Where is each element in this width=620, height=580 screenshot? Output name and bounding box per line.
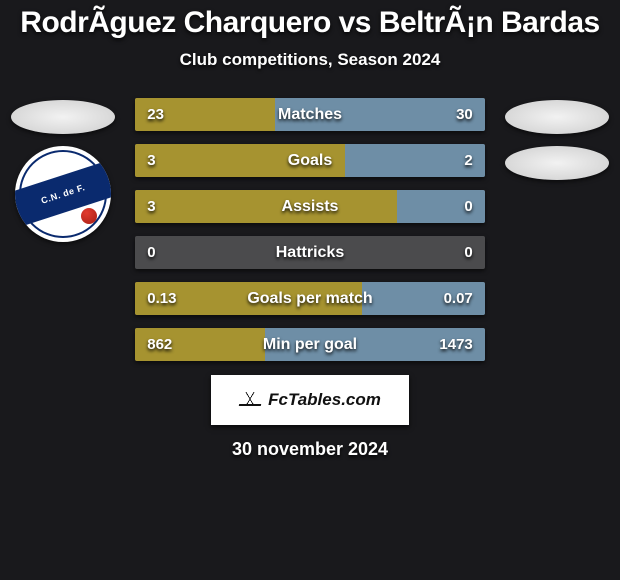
stat-value-right: 0 bbox=[464, 236, 472, 269]
stat-bar: 30Assists bbox=[135, 190, 485, 223]
subtitle: Club competitions, Season 2024 bbox=[0, 50, 620, 70]
stat-value-left: 0 bbox=[147, 236, 155, 269]
player-photo-placeholder-right bbox=[505, 100, 609, 134]
stat-value-left: 3 bbox=[147, 190, 155, 223]
stat-value-right: 30 bbox=[456, 98, 473, 131]
stat-value-right: 1473 bbox=[439, 328, 472, 361]
stat-value-left: 0.13 bbox=[147, 282, 176, 315]
stat-bar: 32Goals bbox=[135, 144, 485, 177]
date-label: 30 november 2024 bbox=[0, 439, 620, 460]
branding-icon bbox=[239, 390, 261, 410]
stat-bar-left-fill bbox=[135, 190, 397, 223]
club-badge-placeholder-right bbox=[505, 146, 609, 180]
branding-text: FcTables.com bbox=[268, 390, 381, 410]
stat-bar-right-fill bbox=[275, 98, 485, 131]
stat-value-left: 23 bbox=[147, 98, 164, 131]
stat-bar: 2330Matches bbox=[135, 98, 485, 131]
stat-bar: 8621473Min per goal bbox=[135, 328, 485, 361]
player-photo-placeholder-left bbox=[11, 100, 115, 134]
stat-value-right: 2 bbox=[464, 144, 472, 177]
branding-badge: FcTables.com bbox=[211, 375, 409, 425]
stat-value-left: 862 bbox=[147, 328, 172, 361]
stat-bar: 0.130.07Goals per match bbox=[135, 282, 485, 315]
stat-value-right: 0.07 bbox=[444, 282, 473, 315]
stats-bars: 2330Matches32Goals30Assists00Hattricks0.… bbox=[135, 98, 485, 361]
stat-bar-left-fill bbox=[135, 144, 345, 177]
stat-value-right: 0 bbox=[464, 190, 472, 223]
left-player-column: C.N. de F. bbox=[8, 98, 117, 242]
stat-bar: 0 0Hattricks bbox=[135, 236, 485, 269]
stat-label: Hattricks bbox=[135, 236, 485, 269]
left-club-badge: C.N. de F. bbox=[15, 146, 111, 242]
right-player-column bbox=[503, 98, 612, 180]
page-title: RodrÃ­guez Charquero vs BeltrÃ¡n Bardas bbox=[0, 6, 620, 40]
stat-value-left: 3 bbox=[147, 144, 155, 177]
